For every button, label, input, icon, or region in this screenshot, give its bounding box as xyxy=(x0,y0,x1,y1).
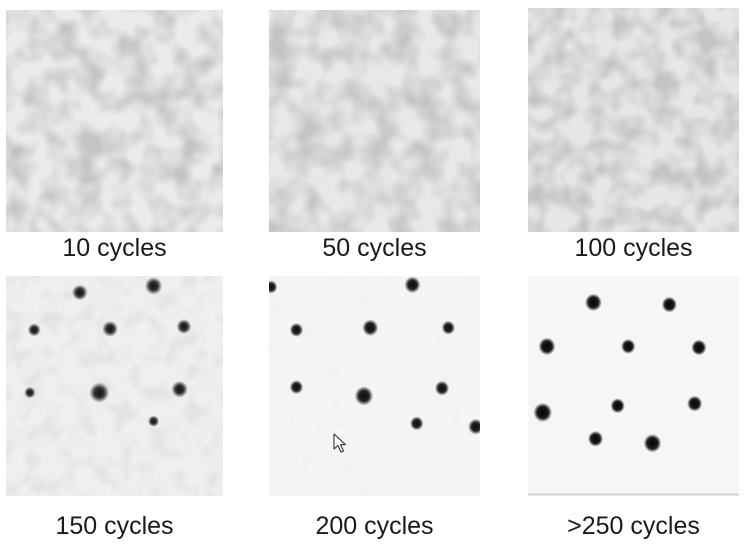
spot-texture-5 xyxy=(269,276,480,496)
noise-texture-1 xyxy=(6,10,223,232)
image-panel-150-cycles xyxy=(6,276,223,496)
spot-texture-4 xyxy=(6,276,223,496)
image-panel-100-cycles xyxy=(528,8,739,232)
caption-100-cycles: 100 cycles xyxy=(574,234,693,262)
spots-200 xyxy=(269,276,480,435)
image-panel-50-cycles xyxy=(269,10,480,232)
caption-200-cycles: 200 cycles xyxy=(315,512,434,540)
noise-texture-3 xyxy=(528,8,739,232)
spots-150 xyxy=(24,277,192,427)
spots-250 xyxy=(533,293,707,453)
spot-texture-6 xyxy=(528,276,739,496)
image-panel-200-cycles xyxy=(269,276,480,496)
caption-150-cycles: 150 cycles xyxy=(55,512,174,540)
image-panel-250-cycles xyxy=(528,276,739,496)
caption-250-cycles: >250 cycles xyxy=(567,512,700,540)
noise-texture-2 xyxy=(269,10,480,232)
image-panel-10-cycles xyxy=(6,10,223,232)
caption-10-cycles: 10 cycles xyxy=(62,234,167,262)
caption-50-cycles: 50 cycles xyxy=(322,234,427,262)
mouse-pointer-icon xyxy=(333,433,347,453)
